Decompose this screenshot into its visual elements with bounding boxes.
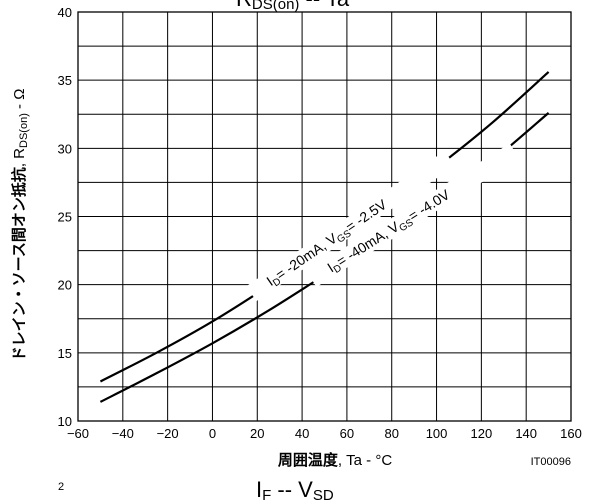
x-tick-label: 0 xyxy=(209,426,216,441)
x-tick-label: 120 xyxy=(471,426,493,441)
x-tick-label: −40 xyxy=(112,426,134,441)
y-tick-label: 40 xyxy=(58,5,72,20)
x-tick-label: 20 xyxy=(250,426,264,441)
y-tick-label: 20 xyxy=(58,278,72,293)
x-tick-label: 80 xyxy=(384,426,398,441)
x-tick-label: −20 xyxy=(157,426,179,441)
plot-frame xyxy=(77,11,572,422)
grid-lines xyxy=(78,12,571,421)
y-tick-label: 30 xyxy=(58,141,72,156)
y-tick-label: 25 xyxy=(58,210,72,225)
y-tick-labels: 10 15 20 25 30 35 40 xyxy=(58,5,72,429)
x-axis-label: 周囲温度, Ta - °C xyxy=(278,451,393,469)
y-tick-label: 10 xyxy=(58,414,72,429)
x-tick-label: −60 xyxy=(67,426,89,441)
x-tick-label: 100 xyxy=(426,426,448,441)
x-tick-label: 160 xyxy=(560,426,582,441)
y-tick-label: 15 xyxy=(58,346,72,361)
x-tick-label: 140 xyxy=(515,426,537,441)
chart-title: RDS(on) -- Ta xyxy=(236,0,350,13)
series-1-label: ID= -20mA, VGS= -2.5V xyxy=(246,151,455,302)
figure-code: IT00096 xyxy=(531,456,571,468)
y-tick-label: 35 xyxy=(58,73,72,88)
x-tick-labels: −60 −40 −20 0 20 40 60 80 100 120 140 160 xyxy=(67,426,582,441)
corner-mark: 2 xyxy=(58,481,64,493)
next-chart-title: IF -- VSD xyxy=(256,477,334,503)
x-tick-label: 60 xyxy=(340,426,354,441)
x-tick-label: 40 xyxy=(295,426,309,441)
y-axis-label: ドレイン・ソース間オン抵抗, RDS(on) - Ω xyxy=(10,89,30,362)
